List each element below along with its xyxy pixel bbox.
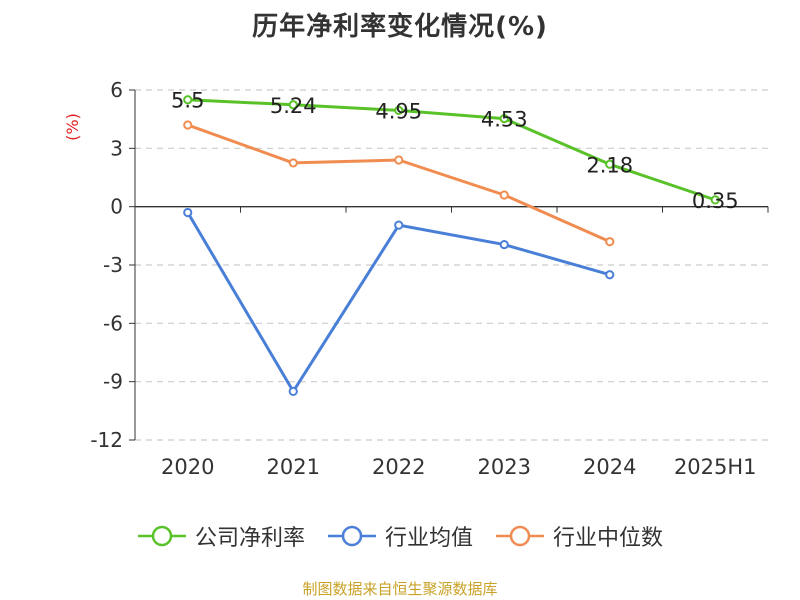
legend-item[interactable]: 行业均值 (327, 520, 473, 552)
data-label: 5.24 (270, 94, 317, 118)
chart-title: 历年净利率变化情况(%) (252, 12, 548, 42)
data-point (605, 159, 615, 169)
data-point (394, 220, 404, 230)
legend-label: 行业中位数 (553, 526, 664, 551)
data-point (499, 190, 509, 200)
data-point (605, 237, 615, 247)
x-tick-label: 2024 (583, 455, 636, 479)
y-tick-label: -9 (103, 370, 123, 394)
y-tick-label: 0 (110, 195, 123, 219)
legend-item[interactable]: 公司净利率 (137, 520, 305, 552)
data-point (288, 386, 298, 396)
series-lines (183, 95, 720, 396)
source-note: 制图数据来自恒生聚源数据库 (302, 580, 498, 598)
data-point (499, 239, 509, 250)
data-label: 2.18 (586, 153, 633, 177)
legend-label: 公司净利率 (194, 526, 305, 551)
legend-marker-icon (327, 525, 376, 547)
data-label: 5.5 (171, 89, 204, 113)
series-line (186, 211, 611, 393)
legend-marker-icon (496, 525, 544, 547)
legend: 公司净利率 行业均值 行业中位数 (0, 520, 800, 552)
x-tick-label: 2021 (267, 455, 320, 479)
y-tick-label: 3 (110, 136, 123, 160)
legend-marker-icon (137, 525, 186, 547)
y-tick-label: -6 (103, 311, 123, 335)
data-point (499, 113, 509, 124)
data-point (605, 270, 615, 280)
x-tick-label: 2020 (161, 455, 214, 479)
data-point (394, 155, 404, 165)
data-labels: 5.5 5.24 4.95 4.53 2.18 0.35 (171, 89, 739, 213)
data-label: 4.95 (375, 99, 422, 123)
y-tick-label: -3 (103, 253, 123, 277)
x-tick-label: 2023 (478, 455, 531, 479)
legend-item[interactable]: 行业中位数 (495, 520, 663, 552)
x-tick-label: 2025H1 (674, 455, 757, 479)
legend-label: 行业均值 (384, 526, 473, 551)
data-point (288, 158, 298, 168)
y-tick-label: -12 (90, 428, 123, 452)
data-point (183, 207, 193, 218)
data-point (288, 100, 298, 110)
data-label: 0.35 (692, 189, 739, 213)
data-point (394, 105, 404, 116)
data-point (183, 120, 193, 130)
data-point (710, 195, 720, 205)
y-axis-label: (%) (63, 113, 82, 141)
series-line (187, 98, 716, 202)
axes: 6 3 0 -3 -6 -9 -12 2020 2021 2022 2023 2024 2025H1 (90, 78, 769, 479)
data-point (183, 95, 193, 105)
grid-lines (135, 89, 768, 441)
data-label: 4.53 (481, 108, 528, 132)
y-tick-label: 6 (110, 78, 123, 102)
x-tick-label: 2022 (372, 455, 425, 479)
